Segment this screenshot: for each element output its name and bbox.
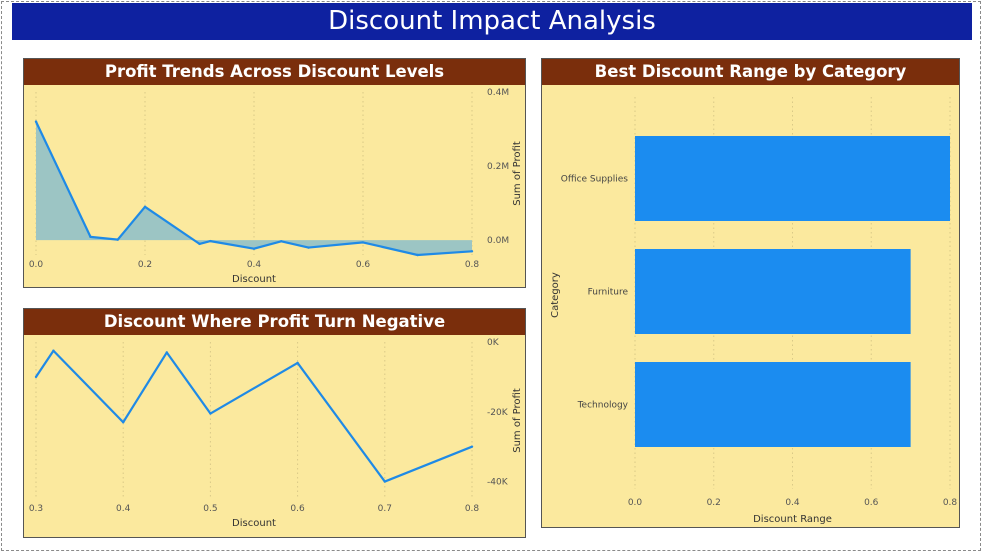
x-tick-label: 0.6 [290, 504, 305, 514]
y-tick-label: 0.0M [487, 236, 509, 246]
data-point [143, 205, 147, 209]
profit-trends-panel[interactable]: Profit Trends Across Discount Levels 0.0… [23, 58, 526, 288]
page-title: Discount Impact Analysis [12, 3, 972, 40]
bar [635, 249, 911, 334]
x-tick-label: 0.2 [138, 260, 152, 270]
x-tick-label: 0.2 [707, 498, 721, 508]
x-tick-label: 0.4 [116, 504, 131, 514]
chart-title: Profit Trends Across Discount Levels [24, 59, 525, 85]
data-point [383, 480, 386, 483]
data-point [122, 421, 125, 424]
category-label: Office Supplies [561, 175, 629, 185]
data-point [165, 351, 168, 354]
x-tick-label: 0.8 [465, 260, 480, 270]
data-point [252, 247, 256, 250]
negative-profit-panel[interactable]: Discount Where Profit Turn Negative 0.3 0… [23, 308, 526, 538]
data-point [116, 238, 119, 241]
data-point [416, 253, 419, 257]
x-tick-label: 0.4 [785, 498, 800, 508]
y-axis-label: Sum of Profit [512, 141, 523, 206]
category-label: Technology [577, 401, 629, 411]
x-tick-label: 0.3 [29, 504, 43, 514]
y-axis-label: Category [550, 272, 561, 318]
x-tick-label: 0.0 [628, 498, 643, 508]
chart-title: Best Discount Range by Category [542, 59, 959, 85]
x-tick-label: 0.6 [356, 260, 371, 270]
y-tick-label: 0.2M [487, 162, 509, 172]
bar [635, 362, 911, 447]
x-tick-label: 0.4 [247, 260, 262, 270]
x-tick-label: 0.0 [29, 260, 44, 270]
data-point [296, 361, 299, 365]
data-point [307, 246, 310, 249]
data-point [198, 242, 201, 246]
data-point [89, 235, 92, 239]
series-area [36, 121, 472, 255]
bar [635, 136, 950, 221]
data-point [209, 412, 212, 415]
x-tick-label: 0.7 [378, 504, 392, 514]
best-discount-panel[interactable]: Best Discount Range by Category 0.0 0.2 0.… [541, 58, 960, 528]
y-tick-label: -40K [487, 478, 509, 488]
y-axis-label: Sum of Profit [512, 388, 523, 453]
data-point [34, 375, 38, 379]
category-label: Furniture [588, 288, 629, 298]
x-axis-label: Discount [232, 518, 276, 529]
y-tick-label: 0K [487, 338, 500, 348]
data-point [34, 120, 38, 123]
data-point [470, 250, 474, 253]
x-tick-label: 0.8 [943, 498, 958, 508]
data-point [209, 239, 212, 243]
best-discount-chart[interactable]: 0.0 0.2 0.4 0.6 0.8 Office Supplies Furniture T… [542, 59, 959, 527]
x-axis-label: Discount Range [753, 514, 832, 525]
x-tick-label: 0.6 [864, 498, 879, 508]
y-tick-label: 0.4M [487, 88, 509, 98]
series-line [35, 349, 473, 483]
data-point [361, 241, 365, 244]
x-tick-label: 0.8 [465, 504, 480, 514]
profit-trends-chart[interactable]: 0.0 0.2 0.4 0.6 0.8 0.0M 0.2M 0.4M Discount Sum o… [24, 59, 525, 287]
series-line [35, 121, 473, 257]
data-point [280, 240, 283, 243]
chart-title: Discount Where Profit Turn Negative [24, 309, 525, 335]
negative-profit-chart[interactable]: 0.3 0.4 0.5 0.6 0.7 0.8 0K -20K -40K Discount Sum … [24, 309, 525, 537]
y-tick-label: -20K [487, 408, 509, 418]
data-point [52, 349, 55, 352]
x-axis-label: Discount [232, 274, 276, 285]
x-tick-label: 0.5 [203, 504, 217, 514]
data-point [470, 445, 474, 448]
